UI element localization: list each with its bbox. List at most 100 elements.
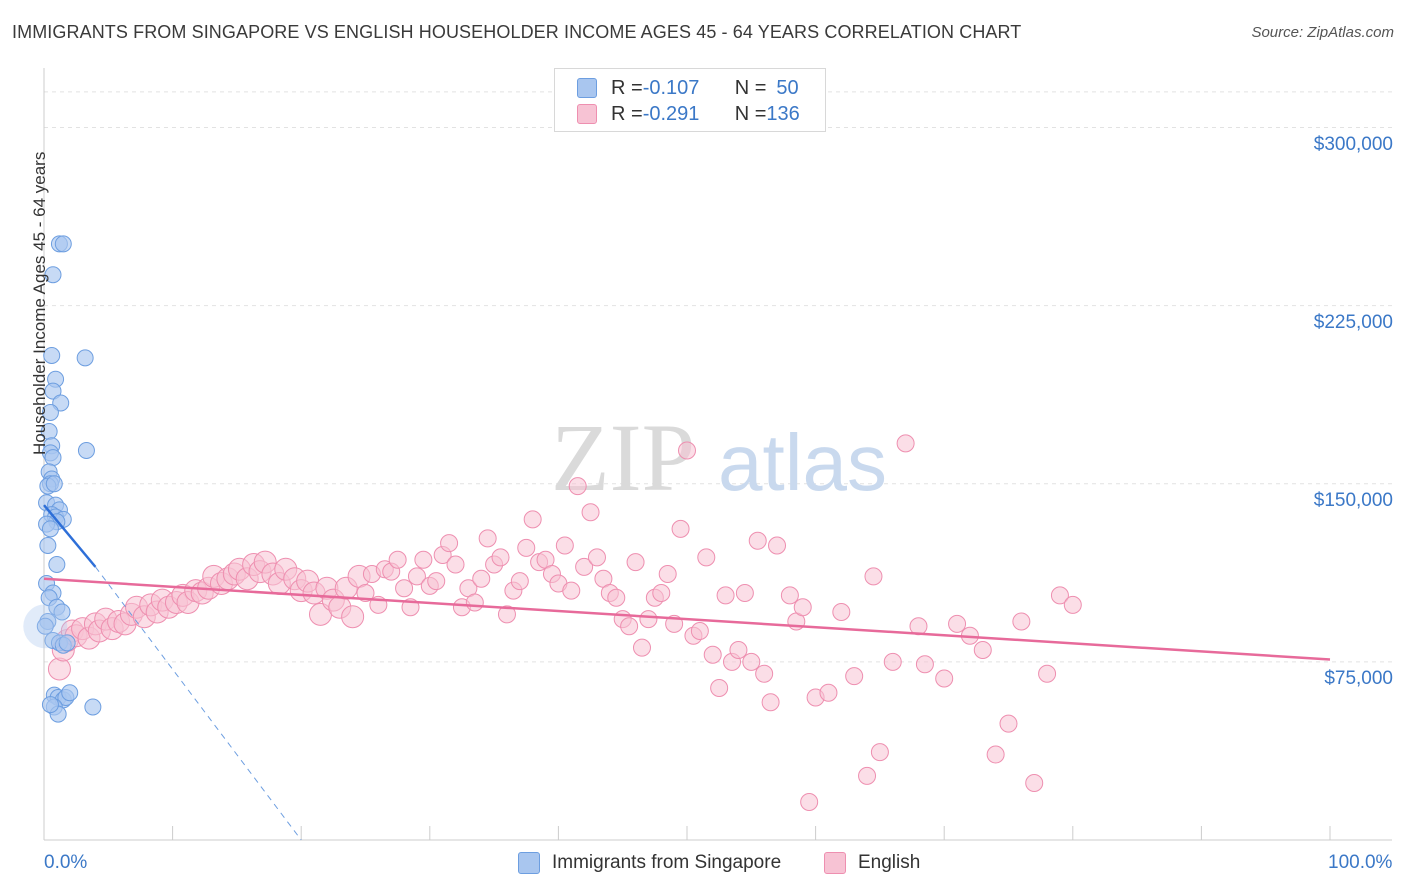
trend-lines [43, 504, 1331, 841]
english-point [858, 766, 877, 785]
bottom-legend-swatch-english [824, 852, 846, 874]
legend-n-value-english: 136 [766, 102, 800, 125]
english-point [1063, 595, 1082, 614]
singapore-trend-extension [95, 566, 302, 841]
legend-n-value-singapore: 50 [776, 76, 799, 99]
english-point [678, 441, 696, 460]
english-point [587, 548, 606, 567]
chart-title: IMMIGRANTS FROM SINGAPORE VS ENGLISH HOU… [12, 22, 1022, 42]
english-point [864, 567, 883, 586]
english-point [761, 693, 780, 712]
singapore-point [41, 404, 59, 421]
singapore-trend-line [43, 504, 97, 568]
bottom-legend-singapore[interactable]: Immigrants from Singapore [518, 852, 781, 874]
bottom-legend-label-singapore: Immigrants from Singapore [552, 852, 782, 873]
singapore-point [53, 603, 71, 621]
english-point [407, 567, 426, 586]
english-point [1038, 664, 1057, 683]
english-point [395, 579, 414, 598]
legend-r-value-english: -0.291 [642, 102, 700, 125]
english-point [581, 503, 600, 522]
legend-row-singapore: R = -0.107 N = 50 [577, 76, 799, 100]
english-point [793, 598, 812, 617]
english-point [1025, 774, 1044, 792]
watermark-zip: ZIP [551, 404, 695, 511]
english-point [1012, 612, 1031, 631]
english-point [607, 588, 626, 607]
english-point [735, 584, 754, 602]
english-point [883, 652, 902, 671]
y-tick-label: $225,000 [1313, 311, 1393, 333]
singapore-point [48, 556, 66, 573]
english-point [620, 617, 639, 636]
legend-swatch-singapore [577, 78, 597, 98]
english-point [742, 652, 761, 671]
english-point [478, 529, 497, 548]
english-point [768, 536, 787, 555]
english-point [780, 586, 799, 605]
english-point [729, 641, 748, 659]
singapore-point [61, 684, 79, 702]
english-point [497, 605, 516, 624]
y-tick-label: $300,000 [1313, 133, 1393, 155]
singapore-point [44, 382, 62, 400]
singapore-point [44, 266, 62, 284]
english-point [626, 553, 645, 572]
english-point [523, 510, 542, 529]
english-point [935, 669, 954, 688]
singapore-points [23, 235, 102, 723]
english-point [341, 605, 365, 629]
english-point [716, 586, 735, 605]
english-point [690, 622, 709, 640]
english-point [568, 477, 587, 496]
english-point [47, 657, 71, 681]
english-point [555, 536, 574, 555]
english-point [491, 548, 510, 567]
singapore-point [41, 696, 59, 714]
legend-row-english: R = -0.291 N = 136 [577, 102, 800, 126]
english-point [748, 531, 767, 550]
singapore-point [84, 698, 102, 716]
english-point [658, 565, 677, 583]
english-point [427, 572, 446, 591]
bottom-legend-label-english: English [858, 852, 921, 873]
english-point [986, 745, 1005, 764]
bottom-legend-english[interactable]: English [824, 852, 920, 874]
english-point [973, 641, 992, 659]
english-point [1050, 586, 1069, 605]
english-point [800, 793, 819, 811]
singapore-point [77, 442, 95, 459]
singapore-point [76, 349, 94, 367]
english-point [562, 581, 581, 600]
singapore-point [36, 617, 54, 635]
singapore-point [41, 520, 59, 538]
x-tick-left: 0.0% [44, 852, 88, 873]
legend-r-label: R = [611, 102, 643, 125]
english-point [999, 714, 1018, 733]
english-point [845, 667, 864, 686]
legend-r-label: R = [611, 76, 643, 99]
english-point [703, 645, 722, 664]
english-point [388, 550, 407, 569]
english-point [755, 664, 774, 683]
english-point [446, 555, 465, 574]
english-point [639, 610, 658, 629]
stats-legend: R = -0.107 N = 50 R = -0.291 N = 136 [554, 68, 826, 132]
english-point [710, 679, 729, 697]
english-point [819, 683, 838, 702]
english-point [948, 614, 967, 633]
singapore-point [54, 235, 72, 253]
english-point [896, 434, 915, 453]
english-point [870, 743, 889, 762]
english-point [652, 584, 671, 602]
watermark: ZIP atlas [551, 404, 887, 511]
bottom-legend-swatch-singapore [518, 852, 540, 874]
english-point [915, 655, 934, 674]
singapore-point [23, 604, 68, 649]
english-point [440, 534, 459, 553]
english-point [517, 538, 536, 557]
english-point [671, 519, 690, 538]
english-point [472, 569, 491, 588]
english-point [832, 603, 851, 621]
